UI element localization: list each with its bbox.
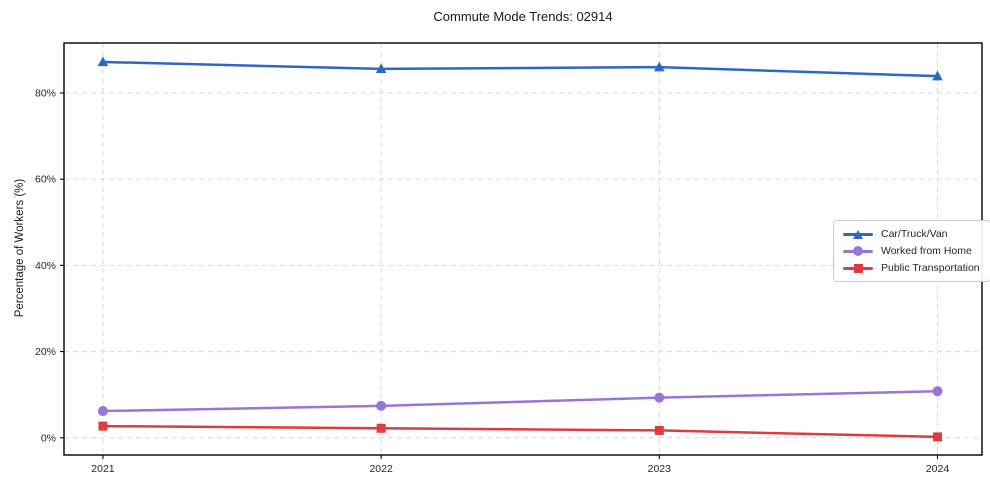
data-point-marker — [97, 406, 108, 417]
legend-square-marker-icon — [843, 261, 873, 275]
legend-entry-public-transportation: Public Transportation — [843, 261, 980, 275]
square-icon — [853, 263, 863, 273]
data-point-marker — [932, 386, 943, 397]
y-tick-label: 60% — [35, 174, 56, 186]
data-point-marker — [932, 432, 942, 442]
data-point-marker — [654, 425, 664, 435]
data-point-marker — [932, 70, 943, 81]
chart-title: Commute Mode Trends: 02914 — [433, 9, 613, 24]
circle-icon — [853, 246, 863, 256]
series-worked-from-home — [97, 386, 943, 417]
data-point-marker — [654, 61, 665, 72]
triangle-icon — [853, 229, 863, 239]
legend-triangle-marker-icon — [843, 227, 873, 241]
y-tick-label: 80% — [35, 87, 56, 99]
data-point-marker — [98, 421, 108, 431]
legend: Car/Truck/Van Worked from Home Public Tran… — [833, 220, 990, 282]
legend-label: Public Transportation — [881, 262, 980, 274]
series-line-worked-from-home — [101, 389, 939, 413]
gridlines — [64, 43, 982, 455]
x-tick-label: 2023 — [648, 463, 672, 475]
tick-marks — [60, 92, 939, 459]
x-tick-label: 2024 — [926, 463, 950, 475]
data-point-marker — [375, 63, 387, 74]
data-point-marker — [97, 56, 109, 67]
y-tick-label: 40% — [35, 260, 56, 272]
data-point-marker — [654, 392, 665, 403]
x-tick-label: 2021 — [91, 463, 115, 475]
series-car-truck-van — [97, 56, 943, 81]
y-tick-label: 0% — [41, 432, 56, 444]
legend-entry-worked-from-home: Worked from Home — [843, 244, 980, 258]
data-point-marker — [376, 423, 386, 433]
data-point-marker — [376, 400, 387, 411]
series-line-car-truck-van — [101, 60, 939, 78]
legend-entry-car-truck-van: Car/Truck/Van — [843, 227, 980, 241]
series-line-public-transportation — [101, 424, 939, 439]
x-tick-label: 2022 — [369, 463, 393, 475]
legend-label: Worked from Home — [881, 245, 972, 257]
series-public-transportation — [98, 421, 942, 442]
legend-label: Car/Truck/Van — [881, 228, 948, 240]
y-tick-label: 20% — [35, 346, 56, 358]
legend-circle-marker-icon — [843, 244, 873, 258]
